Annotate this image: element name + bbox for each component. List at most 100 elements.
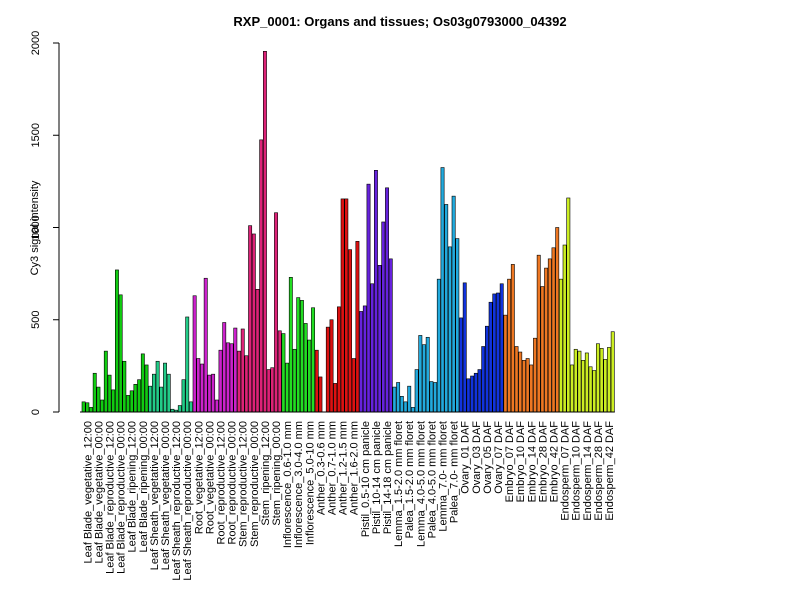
bar bbox=[407, 385, 412, 413]
bar bbox=[366, 183, 371, 413]
bar bbox=[288, 277, 293, 413]
x-tick-label: Leaf Sheath_vegetative_00:00 bbox=[160, 421, 172, 570]
x-tick-label: Leaf Blade_vegetative_00:00 bbox=[93, 421, 105, 564]
bar bbox=[192, 295, 197, 413]
bar bbox=[459, 317, 463, 413]
bar bbox=[277, 330, 282, 413]
x-tick-label: Pistil_10-14 cm panicle bbox=[371, 421, 383, 534]
x-tick-label: Stem_ripening_00:00 bbox=[271, 421, 283, 526]
bar bbox=[496, 292, 500, 413]
x-tick-label: Embryo_07 DAF bbox=[504, 421, 516, 503]
bar bbox=[311, 307, 315, 413]
x-tick-label: Embryo_14 DAF bbox=[526, 421, 538, 503]
bar bbox=[470, 375, 475, 413]
bar bbox=[373, 170, 378, 413]
bar bbox=[529, 364, 534, 413]
x-tick-label: Palea_1.5-2.0 mm floret bbox=[404, 421, 416, 538]
x-tick-label: Leaf Sheath_reproductive_12:00 bbox=[171, 421, 183, 581]
bar bbox=[348, 249, 352, 413]
bar bbox=[292, 348, 297, 413]
bar bbox=[274, 212, 278, 413]
bar bbox=[185, 316, 190, 413]
bar bbox=[285, 362, 290, 413]
bar bbox=[296, 297, 301, 413]
x-tick-labels: Leaf Blade_vegetative_12:00 Leaf Blade_ve… bbox=[82, 421, 616, 581]
bar bbox=[477, 369, 482, 413]
bar bbox=[492, 293, 497, 413]
bar bbox=[573, 348, 578, 413]
x-tick-label: Leaf Blade_vegetative_12:00 bbox=[82, 421, 94, 564]
x-tick-label: Inflorescence_5.0-10 mm bbox=[304, 421, 316, 545]
bar bbox=[333, 383, 338, 413]
x-tick-label: Lemma_7.0- mm floret bbox=[438, 421, 450, 532]
bar bbox=[140, 353, 145, 413]
bar bbox=[455, 238, 460, 413]
bar bbox=[133, 384, 138, 413]
bar bbox=[166, 373, 171, 413]
bar bbox=[233, 327, 238, 413]
bar bbox=[451, 195, 456, 413]
bar bbox=[588, 366, 593, 413]
bar bbox=[388, 258, 393, 413]
bar bbox=[196, 358, 201, 413]
bar bbox=[118, 294, 123, 413]
x-tick-label: Leaf Blade_reproductive_12:00 bbox=[105, 421, 117, 574]
bar bbox=[377, 265, 382, 413]
bar bbox=[440, 167, 445, 413]
bar bbox=[518, 351, 523, 413]
x-tick-label: Inflorescence_0.6-1.0 mm bbox=[282, 421, 294, 548]
bar bbox=[122, 360, 127, 413]
bar bbox=[248, 225, 253, 413]
bar bbox=[207, 374, 212, 413]
x-tick-label: Ovary_05 DAF bbox=[482, 421, 494, 494]
bar bbox=[433, 382, 438, 413]
bar bbox=[214, 399, 219, 413]
x-tick-label: Leaf Blade_ripening_00:00 bbox=[138, 421, 150, 553]
bar bbox=[436, 278, 441, 413]
x-tick-label: Pistil_14-18 cm panicle bbox=[382, 421, 394, 534]
x-tick-label: Ovary_03 DAF bbox=[471, 421, 483, 494]
bar bbox=[484, 325, 489, 413]
bar bbox=[514, 346, 519, 413]
x-tick-label: Leaf Sheath_vegetative_12:00 bbox=[149, 421, 161, 570]
bar bbox=[325, 326, 330, 413]
bar bbox=[447, 246, 452, 413]
bar bbox=[510, 264, 515, 413]
bar bbox=[599, 348, 604, 413]
bar bbox=[570, 364, 574, 413]
bar bbox=[370, 283, 375, 413]
bar bbox=[392, 386, 397, 413]
bar bbox=[111, 389, 116, 413]
bar bbox=[144, 364, 149, 413]
x-tick-label: Anther_0.3-0.6 mm bbox=[315, 421, 327, 515]
bar bbox=[148, 385, 153, 413]
bar bbox=[189, 401, 193, 413]
x-tick-label: Embryo_42 DAF bbox=[549, 421, 561, 503]
bar bbox=[259, 139, 264, 413]
bar bbox=[299, 300, 304, 413]
bar bbox=[547, 258, 552, 413]
bar bbox=[115, 269, 119, 413]
bar bbox=[488, 301, 493, 413]
x-tick-label: Embryo_28 DAF bbox=[537, 421, 549, 503]
x-tick-label: Leaf Blade_reproductive_00:00 bbox=[116, 421, 128, 574]
bar bbox=[266, 369, 271, 413]
x-tick-label: Ovary_07 DAF bbox=[493, 421, 505, 494]
bar bbox=[355, 241, 360, 413]
bar bbox=[581, 360, 586, 413]
bar bbox=[218, 349, 223, 413]
bar bbox=[340, 198, 345, 413]
y-tick-label: 0 bbox=[30, 409, 42, 415]
bar bbox=[473, 372, 478, 413]
bar bbox=[533, 337, 537, 413]
bar bbox=[385, 187, 389, 413]
bar bbox=[359, 311, 364, 413]
x-tick-label: Palea_7.0- mm floret bbox=[449, 421, 461, 523]
bar bbox=[126, 395, 130, 413]
bar bbox=[396, 382, 401, 413]
bar bbox=[562, 244, 567, 413]
bar bbox=[544, 267, 549, 413]
bar bbox=[107, 374, 112, 413]
bar bbox=[595, 343, 600, 413]
